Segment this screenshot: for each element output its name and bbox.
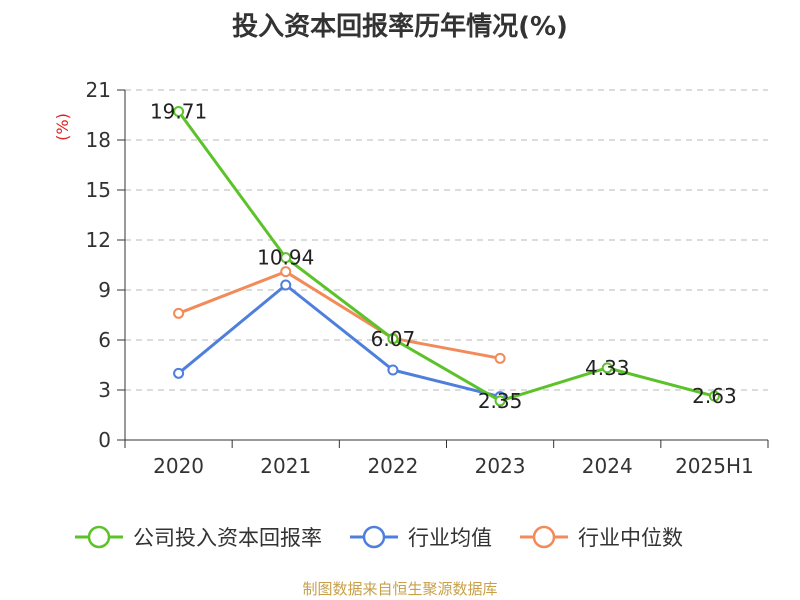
- y-tick-label: 21: [86, 78, 111, 102]
- series-line: [177, 283, 501, 399]
- data-point[interactable]: [173, 367, 185, 379]
- y-axis-unit-label: (%): [53, 113, 72, 141]
- legend-swatch-marker: [87, 525, 111, 549]
- x-tick-label: 2021: [260, 454, 311, 478]
- legend-item-2[interactable]: 行业中位数: [520, 525, 683, 550]
- data-point[interactable]: [387, 364, 399, 376]
- data-point[interactable]: [708, 390, 720, 402]
- data-point[interactable]: [173, 307, 185, 319]
- axes: 0 3 6 9 12 15 18 21 2020 2021 2022 2023 2024 2025H1: [86, 78, 769, 478]
- legend-label: 公司投入资本回报率: [133, 526, 322, 550]
- data-point[interactable]: [387, 333, 399, 345]
- x-tick-label: 2024: [582, 454, 633, 478]
- data-point[interactable]: [601, 362, 613, 374]
- data-labels: 19.71 10.94 6.07 2.35 4.33 2.63: [150, 100, 737, 413]
- x-tick-label: 2022: [367, 454, 418, 478]
- y-tick-label: 9: [98, 278, 111, 302]
- y-tick-label: 18: [86, 128, 111, 152]
- legend-item-0[interactable]: 公司投入资本回报率: [75, 525, 322, 550]
- data-point[interactable]: [280, 252, 292, 264]
- series-1: [173, 279, 506, 403]
- data-label: 6.07: [371, 327, 416, 351]
- legend-item-1[interactable]: 行业均值: [350, 525, 492, 550]
- gridlines: [125, 89, 768, 391]
- legend[interactable]: 公司投入资本回报率 行业均值 行业中位数: [75, 525, 683, 550]
- data-label: 4.33: [585, 356, 630, 380]
- legend-swatch-marker: [362, 525, 386, 549]
- data-point[interactable]: [494, 352, 506, 364]
- y-tick-label: 12: [86, 228, 111, 252]
- data-point[interactable]: [280, 279, 292, 291]
- y-tick-label: 0: [98, 428, 111, 452]
- data-label: 10.94: [257, 246, 314, 270]
- y-tick-label: 15: [86, 178, 111, 202]
- x-tick-label: 2025H1: [675, 454, 754, 478]
- chart-title: 投入资本回报率历年情况(%): [232, 12, 568, 42]
- data-label: 19.71: [150, 100, 207, 124]
- y-tick-label: 6: [98, 328, 111, 352]
- x-tick-label: 2020: [153, 454, 204, 478]
- series-0: [173, 106, 720, 407]
- series-line: [178, 270, 501, 360]
- x-tick-label: 2023: [475, 454, 526, 478]
- legend-label: 行业中位数: [578, 526, 683, 550]
- series-2: [173, 266, 506, 364]
- legend-swatch-marker: [532, 525, 556, 549]
- data-point[interactable]: [280, 266, 292, 278]
- data-point[interactable]: [494, 395, 506, 407]
- source-note: 制图数据来自恒生聚源数据库: [302, 580, 498, 598]
- data-label: 2.35: [478, 389, 523, 413]
- series-line: [177, 110, 715, 403]
- y-tick-label: 3: [98, 378, 111, 402]
- data-point[interactable]: [173, 106, 185, 117]
- legend-label: 行业均值: [408, 526, 492, 550]
- series-layer: [173, 106, 720, 407]
- data-label: 2.63: [692, 384, 737, 408]
